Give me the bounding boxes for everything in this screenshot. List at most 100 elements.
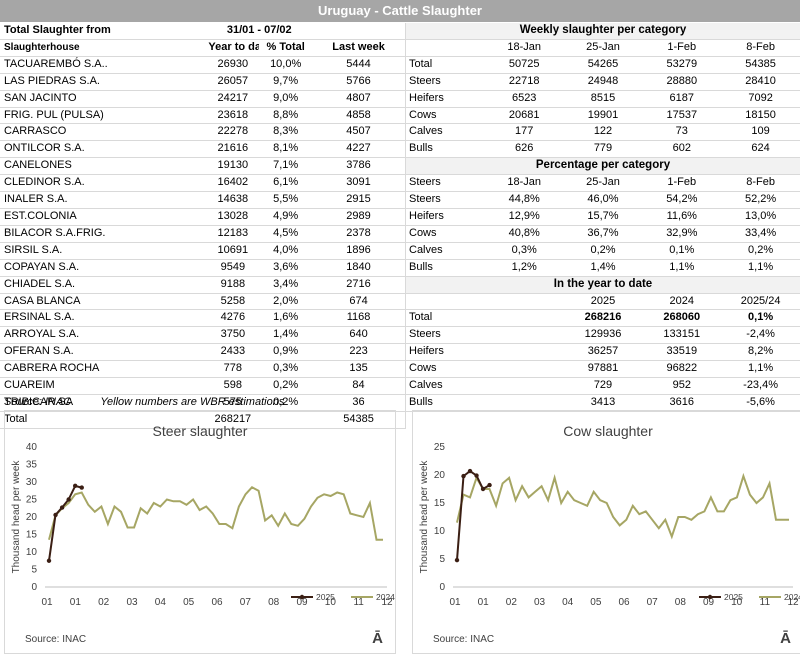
- table-cell: 6523: [484, 90, 564, 108]
- table-cell: 626: [484, 140, 564, 159]
- table-cell: 3091: [312, 174, 407, 193]
- table-cell: 640: [312, 326, 407, 345]
- table-cell: 602: [642, 140, 722, 159]
- table-cell: 0,1%: [721, 309, 800, 328]
- table-cell: 19901: [563, 107, 643, 125]
- x-tick-label: 06: [618, 597, 630, 608]
- x-tick-label: 08: [268, 597, 280, 608]
- x-tick-label: 01: [41, 597, 53, 608]
- table-cell: 36257: [563, 343, 643, 362]
- table-cell: 8-Feb: [721, 174, 800, 193]
- brand-logo: Ā: [780, 630, 791, 647]
- source-text: Source: INAC: [4, 396, 72, 408]
- table-cell: 2433: [206, 343, 260, 362]
- table-cell: 1,6%: [259, 309, 313, 328]
- table-row: OFERAN S.A. 2433 0,9% 223: [0, 343, 407, 362]
- table-cell: 268217: [206, 411, 260, 429]
- table-cell: 1,4%: [259, 326, 313, 345]
- table-cell: 25-Jan: [563, 174, 643, 193]
- table-cell: 4858: [312, 107, 407, 125]
- empty-cell: [484, 326, 564, 345]
- table-cell: 4227: [312, 140, 407, 159]
- table-cell: 0,1%: [642, 242, 722, 260]
- table-cell: 268216: [563, 309, 643, 328]
- table-cell: 122: [563, 123, 643, 142]
- x-tick-label: 08: [675, 597, 687, 608]
- series-line-2024: [48, 486, 383, 541]
- column-header: Slaughterhouse: [0, 39, 207, 57]
- weekly-row: Cows 20681 19901 17537 18150: [406, 107, 800, 125]
- table-cell: SIRSIL S.A.: [0, 242, 207, 260]
- table-cell: ERSINAL S.A.: [0, 309, 207, 328]
- y-tick-label: 5: [31, 565, 37, 576]
- x-tick-label: 02: [98, 597, 110, 608]
- table-cell: 177: [484, 123, 564, 142]
- table-cell: 3413: [563, 394, 643, 412]
- table-cell: LAS PIEDRAS S.A.: [0, 73, 207, 91]
- x-tick-label: 05: [183, 597, 195, 608]
- percentage-row: Calves 0,3% 0,2% 0,1% 0,2%: [406, 242, 800, 260]
- table-cell: 1896: [312, 242, 407, 260]
- table-cell: 17537: [642, 107, 722, 125]
- series-point-2025: [46, 558, 52, 563]
- table-cell: 0,3%: [484, 242, 564, 260]
- section-title: Percentage per category: [406, 157, 800, 176]
- table-cell: 28410: [721, 73, 800, 91]
- table-row: LAS PIEDRAS S.A. 26057 9,7% 5766: [0, 73, 407, 91]
- weekly-date-row: 18-Jan 25-Jan 1-Feb 8-Feb: [406, 39, 800, 57]
- ytd-row: Heifers 36257 33519 8,2%: [406, 343, 800, 362]
- table-cell: 1-Feb: [642, 174, 722, 193]
- table-cell: Total: [0, 411, 207, 429]
- x-tick-label: 01: [478, 597, 490, 608]
- empty-cell: [484, 309, 564, 328]
- table-cell: 33,4%: [721, 225, 800, 243]
- table-cell: 3786: [312, 157, 407, 176]
- chart-source: Source: INAC: [25, 634, 87, 645]
- chart-title: Cow slaughter: [563, 423, 653, 439]
- table-cell: 32,9%: [642, 225, 722, 243]
- y-tick-label: 20: [434, 470, 446, 481]
- chart-source: Source: INAC: [433, 634, 495, 645]
- table-cell: 5258: [206, 293, 260, 311]
- table-cell: 109: [721, 123, 800, 142]
- table-cell: 0,3%: [259, 360, 313, 379]
- table-cell: 729: [563, 377, 643, 395]
- table-cell: 6,1%: [259, 174, 313, 193]
- table-cell: 4507: [312, 123, 407, 142]
- table-cell: Calves: [406, 377, 485, 395]
- x-tick-label: 09: [703, 597, 715, 608]
- table-cell: 268060: [642, 309, 722, 328]
- empty-cell: [484, 293, 564, 311]
- table-cell: 21616: [206, 140, 260, 159]
- x-tick-label: 06: [211, 597, 223, 608]
- empty-cell: [484, 343, 564, 362]
- date-header: 18-Jan: [484, 39, 564, 57]
- table-cell: -23,4%: [721, 377, 800, 395]
- table-cell: 8,8%: [259, 107, 313, 125]
- table-cell: 9,0%: [259, 90, 313, 108]
- table-cell: -5,6%: [721, 394, 800, 412]
- x-tick-label: 12: [787, 597, 799, 608]
- ytd-column-header: 2025: [563, 293, 643, 311]
- table-cell: 3616: [642, 394, 722, 412]
- series-point-2025: [480, 486, 486, 492]
- series-line-2024: [456, 472, 789, 540]
- table-cell: 13028: [206, 208, 260, 226]
- ytd-section: In the year to date: [406, 276, 800, 294]
- date-header: 1-Feb: [642, 39, 722, 57]
- table-row: INALER S.A. 14638 5,5% 2915: [0, 191, 407, 209]
- table-cell: Cows: [406, 360, 485, 379]
- table-cell: 0,9%: [259, 343, 313, 362]
- table-cell: 97881: [563, 360, 643, 379]
- table-cell: 84: [312, 377, 407, 395]
- page-title: Uruguay - Cattle Slaughter: [0, 0, 800, 22]
- table-row: COPAYAN S.A. 9549 3,6% 1840: [0, 259, 407, 277]
- table-row: ONTILCOR S.A. 21616 8,1% 4227: [0, 140, 407, 159]
- percentage-row: Steers 44,8% 46,0% 54,2% 52,2%: [406, 191, 800, 209]
- x-tick-label: 02: [506, 597, 518, 608]
- period-value: 31/01 - 07/02: [206, 23, 313, 40]
- table-row: CHIADEL S.A. 9188 3,4% 2716: [0, 276, 407, 294]
- table-cell: SAN JACINTO: [0, 90, 207, 108]
- ytd-column-header: 2025/24: [721, 293, 800, 311]
